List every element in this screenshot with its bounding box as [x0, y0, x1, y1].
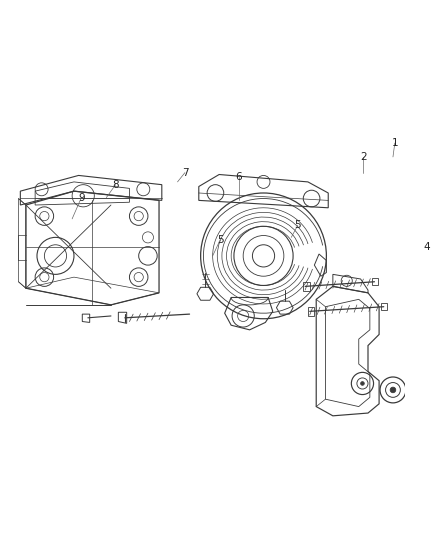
- Circle shape: [360, 382, 364, 385]
- Text: 8: 8: [112, 180, 119, 190]
- Text: 4: 4: [424, 241, 431, 252]
- Text: 7: 7: [182, 168, 188, 177]
- Text: 6: 6: [235, 172, 242, 182]
- Text: 1: 1: [392, 138, 398, 148]
- Text: 9: 9: [78, 192, 85, 203]
- Text: 5: 5: [294, 220, 301, 230]
- Circle shape: [390, 387, 396, 393]
- Text: 5: 5: [217, 235, 223, 245]
- Text: 2: 2: [360, 152, 367, 162]
